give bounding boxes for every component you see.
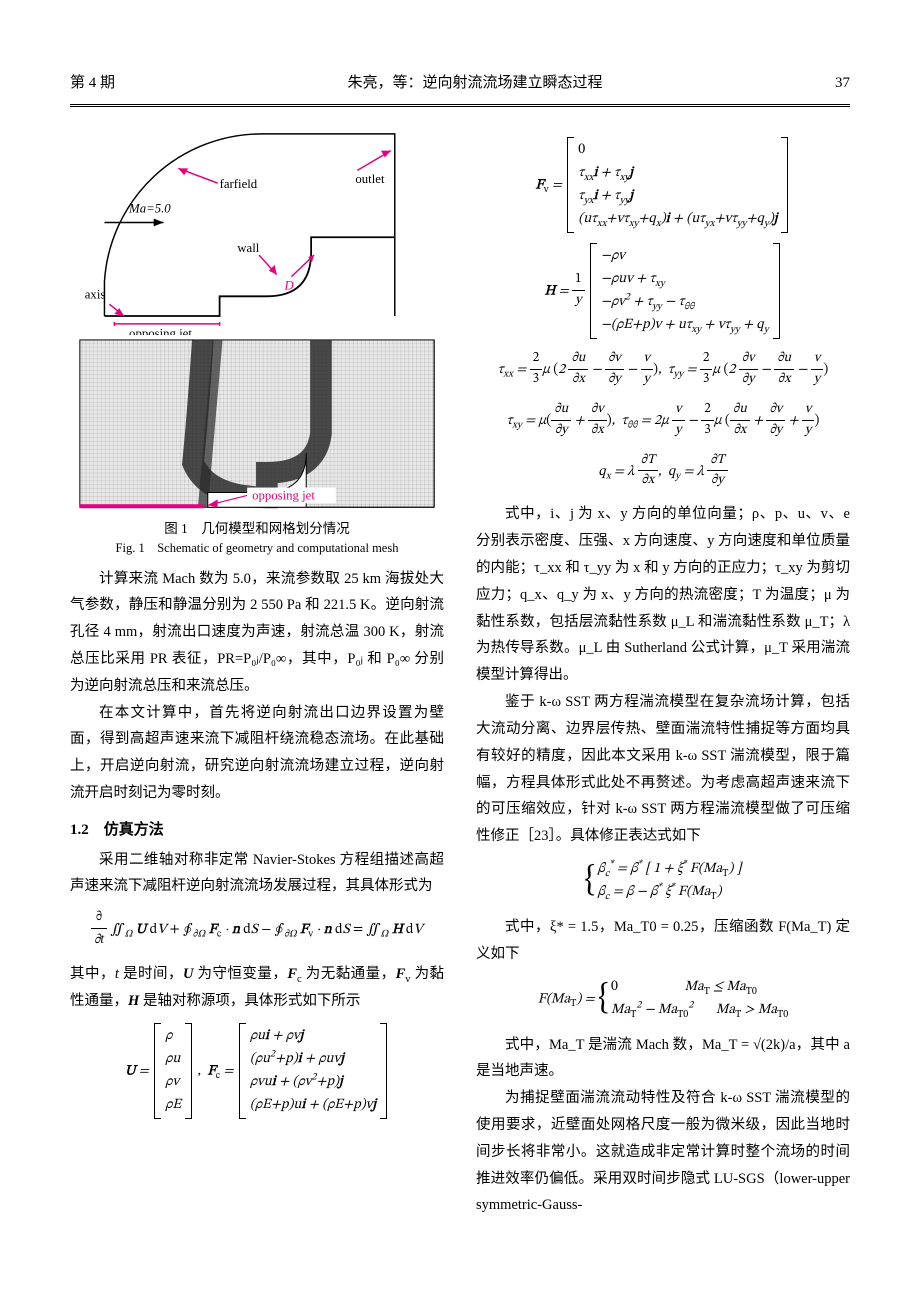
header-rule xyxy=(70,104,850,107)
header-right: 37 xyxy=(835,70,850,98)
figure1-mesh: opposing jet xyxy=(70,335,444,512)
figure-1: Ma=5.0 farfield outlet wall axis D oppos… xyxy=(70,129,444,558)
eq-q: qx = λ ∂T∂x, qy = λ ∂T∂y xyxy=(476,451,850,492)
eq-Fv: Fv = 0 τxxi + τxyj τyxi + τyyj (uτxx+vτx… xyxy=(476,137,850,233)
para-2: 在本文计算中，首先将逆向射流出口边界设置为壁面，得到高超声速来流下减阻杆绕流稳态… xyxy=(70,700,444,807)
section-1-2-heading: 1.2 仿真方法 xyxy=(70,817,444,845)
para-7: 式中，ξ* = 1.5，Ma_T0 = 0.25，压缩函数 F(Ma_T) 定义… xyxy=(476,914,850,968)
eq-U-Fc: U = ρ ρu ρv ρE , Fc = ρui + ρvj xyxy=(70,1023,444,1119)
eq-beta-cases: { βc* = β* [ 1 + ξ* F(MaT) ] βc = β − β*… xyxy=(476,858,850,904)
svg-text:farfield: farfield xyxy=(220,177,258,191)
eq-tau-xx-yy: τxx = 23μ (2 ∂u∂x − ∂v∂y − vy), τyy = 23… xyxy=(476,349,850,390)
running-header: 第 4 期 朱亮，等：逆向射流流场建立瞬态过程 37 xyxy=(70,70,850,104)
svg-text:opposing jet: opposing jet xyxy=(252,489,315,503)
header-left: 第 4 期 xyxy=(70,70,115,98)
left-column: Ma=5.0 farfield outlet wall axis D oppos… xyxy=(70,129,444,1220)
para-4: 其中，t 是时间，U 为守恒变量，Fc 为无黏通量，Fv 为黏性通量，H 是轴对… xyxy=(70,961,444,1015)
eq-F-cases: F(MaT) = { 0 MaT ≤ MaT0 MaT2 − MaT02 MaT… xyxy=(476,976,850,1022)
svg-text:opposing jet: opposing jet xyxy=(129,326,192,335)
eq-integral: ∂∂t ∬Ω U dV + ∮∂Ω Fc · n dS − ∮∂Ω Fv · n… xyxy=(70,908,444,951)
eq-tau-xy-tt: τxy = μ(∂u∂y + ∂v∂x), τθθ = 2μ vy − 23μ … xyxy=(476,400,850,441)
fig1-caption-en: Fig. 1 Schematic of geometry and computa… xyxy=(70,539,444,558)
fig1-caption-zh: 图 1 几何模型和网格划分情况 xyxy=(164,521,350,536)
svg-text:Ma=5.0: Ma=5.0 xyxy=(128,201,171,215)
para-8: 式中，Ma_T 是湍流 Mach 数，Ma_T = √(2k)/a，其中 a 是… xyxy=(476,1032,850,1086)
figure1-schematic: Ma=5.0 farfield outlet wall axis D oppos… xyxy=(70,129,444,336)
svg-text:axis: axis xyxy=(85,287,106,301)
para-5: 式中，i、j 为 x、y 方向的单位向量；ρ、p、u、v、e 分别表示密度、压强… xyxy=(476,501,850,689)
para-6: 鉴于 k-ω SST 两方程湍流模型在复杂流场计算，包括大流动分离、边界层传热、… xyxy=(476,689,850,850)
svg-text:outlet: outlet xyxy=(355,172,385,186)
para-9: 为捕捉壁面湍流流动特性及符合 k-ω SST 湍流模型的使用要求，近壁面处网格尺… xyxy=(476,1085,850,1219)
eq-H: H = 1y −ρv −ρuv + τxy −ρv2 + τyy − τθθ −… xyxy=(476,243,850,339)
para-1: 计算来流 Mach 数为 5.0，来流参数取 25 km 海拔处大气参数，静压和… xyxy=(70,566,444,700)
para-3: 采用二维轴对称非定常 Navier-Stokes 方程组描述高超声速来流下减阻杆… xyxy=(70,847,444,901)
right-column: Fv = 0 τxxi + τxyj τyxi + τyyj (uτxx+vτx… xyxy=(476,129,850,1220)
header-center: 朱亮，等：逆向射流流场建立瞬态过程 xyxy=(348,70,603,98)
svg-text:wall: wall xyxy=(237,241,259,255)
svg-text:D: D xyxy=(284,278,295,292)
